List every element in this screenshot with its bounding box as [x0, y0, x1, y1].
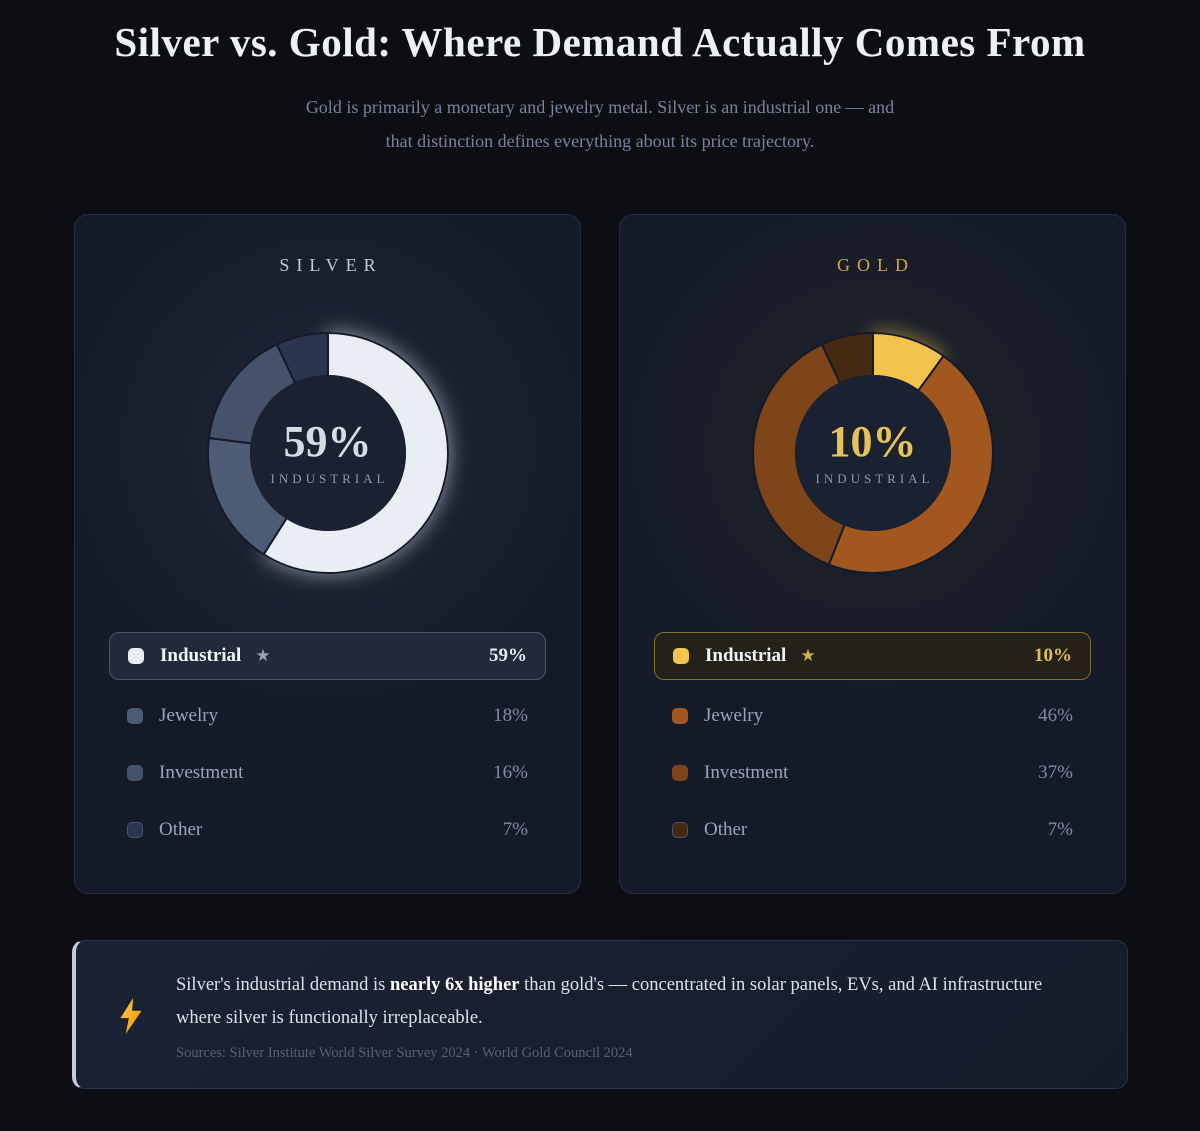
- gold-legend-row-other: Other 7%: [654, 809, 1091, 851]
- silver-donut-rings: [206, 331, 449, 574]
- page-subtitle: Gold is primarily a monetary and jewelry…: [0, 90, 1200, 158]
- legend-swatch: [672, 708, 688, 724]
- silver-legend-row-jewelry: Jewelry 18%: [109, 695, 546, 737]
- page-title: Silver vs. Gold: Where Demand Actually C…: [114, 19, 1086, 65]
- silver-legend: Industrial ★ 59% Jewelry 18% Investment …: [109, 632, 546, 851]
- insight-callout: Silver's industrial demand is nearly 6x …: [72, 940, 1128, 1089]
- legend-value: 7%: [1047, 819, 1073, 840]
- legend-label: Investment: [159, 762, 244, 783]
- gold-legend-row-industrial: Industrial ★ 10%: [654, 632, 1091, 680]
- silver-legend-row-investment: Investment 16%: [109, 752, 546, 794]
- gold-donut-chart: 10% INDUSTRIAL: [748, 328, 998, 578]
- callout-sources: Sources: Silver Institute World Silver S…: [176, 1045, 633, 1061]
- legend-label: Investment: [704, 762, 789, 783]
- legend-label: Industrial: [705, 645, 787, 666]
- gold-legend: Industrial ★ 10% Jewelry 46% Investment …: [654, 632, 1091, 851]
- legend-swatch: [128, 648, 144, 664]
- subtitle-line-2: that distinction defines everything abou…: [385, 131, 815, 151]
- comparison-cards: SILVER 59% INDUSTRIAL Industrial ★ 59% J…: [74, 214, 1126, 894]
- legend-label: Other: [704, 819, 748, 840]
- gold-card-title: GOLD: [837, 255, 915, 275]
- silver-card-title: SILVER: [279, 255, 383, 275]
- legend-label: Jewelry: [159, 705, 219, 726]
- star-icon: ★: [255, 646, 271, 665]
- legend-value: 7%: [502, 819, 528, 840]
- gold-card: GOLD 10% INDUSTRIAL Industrial ★ 10% Jew…: [619, 214, 1126, 894]
- callout-text: Silver's industrial demand is nearly 6x …: [176, 969, 1083, 1035]
- legend-swatch: [672, 822, 688, 838]
- lightning-icon: [116, 997, 146, 1034]
- legend-swatch: [127, 708, 143, 724]
- callout-text-bold: nearly 6x higher: [390, 975, 520, 995]
- star-icon: ★: [800, 646, 816, 665]
- silver-legend-row-industrial: Industrial ★ 59%: [109, 632, 546, 680]
- silver-legend-row-other: Other 7%: [109, 809, 546, 851]
- silver-donut-chart: 59% INDUSTRIAL: [203, 328, 453, 578]
- legend-swatch: [127, 822, 143, 838]
- legend-value: 46%: [1038, 705, 1073, 726]
- silver-card: SILVER 59% INDUSTRIAL Industrial ★ 59% J…: [74, 214, 581, 894]
- legend-value: 37%: [1038, 762, 1073, 783]
- gold-legend-row-investment: Investment 37%: [654, 752, 1091, 794]
- legend-label: Jewelry: [704, 705, 764, 726]
- legend-swatch: [673, 648, 689, 664]
- legend-label: Other: [159, 819, 203, 840]
- callout-text-after: than gold's — concentrated in solar pane…: [176, 975, 1043, 1028]
- callout-body: Silver's industrial demand is nearly 6x …: [176, 969, 1083, 1062]
- legend-value: 10%: [1034, 645, 1072, 666]
- gold-legend-row-jewelry: Jewelry 46%: [654, 695, 1091, 737]
- legend-label: Industrial: [160, 645, 242, 666]
- legend-value: 16%: [493, 762, 528, 783]
- callout-text-before: Silver's industrial demand is: [176, 975, 391, 995]
- gold-donut-rings: [751, 331, 994, 574]
- legend-swatch: [127, 765, 143, 781]
- legend-value: 59%: [489, 645, 527, 666]
- subtitle-line-1: Gold is primarily a monetary and jewelry…: [305, 97, 895, 117]
- legend-value: 18%: [493, 705, 528, 726]
- legend-swatch: [672, 765, 688, 781]
